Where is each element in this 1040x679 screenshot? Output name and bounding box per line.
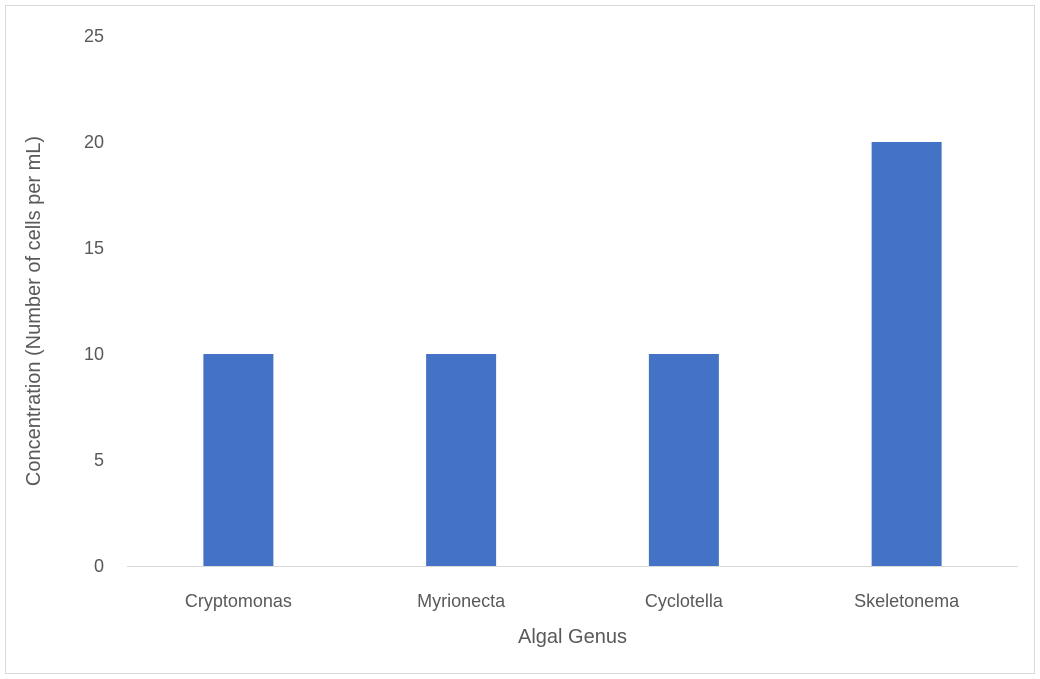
x-axis-title: Algal Genus [518, 626, 627, 648]
y-tick-label: 0 [94, 556, 104, 576]
chart-area [5, 5, 1035, 674]
y-tick-label: 5 [94, 450, 104, 470]
x-tick-label: Myrionecta [417, 591, 506, 611]
bars [203, 142, 942, 566]
x-tick-label: Cryptomonas [185, 591, 292, 611]
y-tick-label: 20 [84, 132, 104, 152]
bar-myrionecta [426, 354, 497, 566]
y-axis-title: Concentration (Number of cells per mL) [23, 136, 45, 486]
y-tick-label: 25 [84, 26, 104, 46]
bar-cryptomonas [203, 354, 274, 566]
y-tick-label: 10 [84, 344, 104, 364]
x-axis-ticks: Cryptomonas Myrionecta Cyclotella Skeletone… [185, 591, 960, 611]
x-tick-label: Cyclotella [645, 591, 724, 611]
bar-cyclotella [648, 354, 719, 566]
y-axis-ticks: 0 5 10 15 20 25 [84, 26, 104, 576]
bar-skeletonema [871, 142, 942, 566]
x-tick-label: Skeletonema [854, 591, 960, 611]
y-tick-label: 15 [84, 238, 104, 258]
